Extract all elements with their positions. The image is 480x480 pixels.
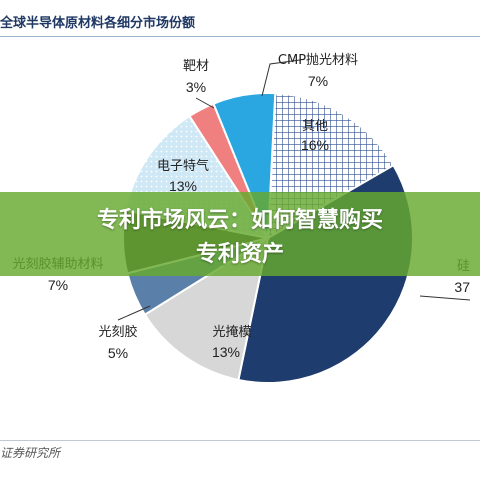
slice-label: CMP抛光材料 [278,53,358,68]
slice-label: 光刻胶 [98,324,137,340]
slice-label: 其他 [302,119,328,134]
slice-label: 电子特气 [157,158,209,174]
leader-line [261,59,301,97]
slice-percent: 7% [308,73,328,89]
slice-percent: 5% [108,345,128,361]
slice-percent: 3% [186,79,206,95]
chart-title: 全球半导体原材料各细分市场份额 [0,16,196,31]
leader-line [117,305,151,321]
slice-percent: 16% [301,137,329,153]
slice-label: 靶材 [183,59,209,74]
overlay-banner: 专利市场风云：如何智慧购买 专利资产 [0,192,480,276]
banner-line-1: 专利市场风云：如何智慧购买 [96,208,383,233]
slice-percent: 37 [454,279,470,295]
leader-line [419,295,471,301]
footer-divider [0,440,480,441]
slice-label: 光掩模 [212,325,251,340]
title-divider [0,36,480,37]
source-note: 证券研究所 [0,446,61,460]
leader-line [195,97,215,109]
slice-percent: 13% [169,178,197,194]
slice-percent: 13% [212,344,240,360]
banner-line-2: 专利资产 [195,242,284,267]
slice-percent: 7% [48,277,68,293]
